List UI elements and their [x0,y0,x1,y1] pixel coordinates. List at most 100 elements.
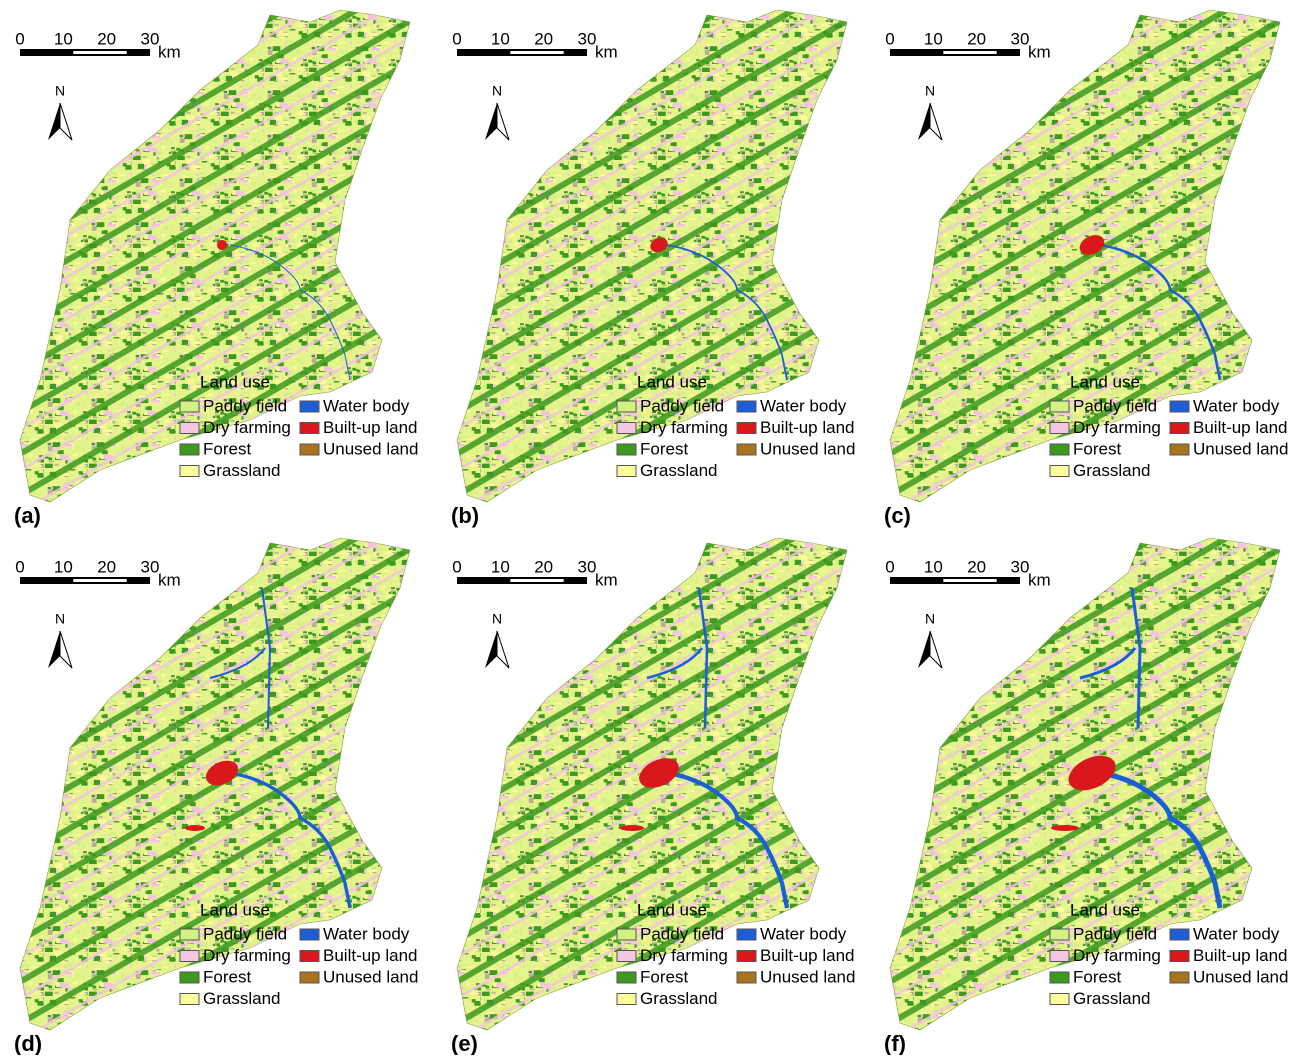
legend-label: Built-up land [760,418,855,437]
north-arrow [918,631,930,668]
map-panel: 0102030kmNLand usePaddy fieldDry farming… [884,538,1288,1055]
legend-swatch [180,994,199,1005]
scale-tick-label: 10 [924,557,943,576]
legend-label: Unused land [760,967,855,986]
legend-label: Forest [1073,439,1121,458]
scale-tick-label: 10 [924,29,943,48]
legend-swatch [300,951,319,962]
scale-tick-label: 30 [141,29,160,48]
legend-label: Forest [1073,967,1121,986]
scale-tick-label: 0 [15,29,24,48]
scale-tick-label: 0 [885,557,894,576]
legend-swatch [180,466,199,477]
legend-label: Water body [1193,924,1280,943]
legend-label: Built-up land [323,418,418,437]
legend-label: Paddy field [203,396,287,415]
legend-swatch [300,444,319,455]
north-arrow [60,631,72,668]
figure: 0102030kmNLand usePaddy fieldDry farming… [0,0,1314,1055]
scale-tick-label: 20 [534,29,553,48]
legend-swatch [300,972,319,983]
panel-label: (c) [884,503,911,528]
legend-swatch [737,423,756,434]
north-arrow [48,103,60,140]
legend-label: Unused land [760,439,855,458]
scale-bar-segment [73,579,126,582]
legend-label: Water body [760,924,847,943]
built-up-area [185,825,205,831]
legend-title: Land use [200,372,270,391]
legend-swatch [737,401,756,412]
scale-tick-label: 0 [15,557,24,576]
legend-swatch [1170,929,1189,940]
north-arrow [930,103,942,140]
legend-swatch [1050,423,1069,434]
legend-label: Grassland [203,461,280,480]
legend-swatch [180,423,199,434]
legend-swatch [737,444,756,455]
scale-unit: km [1028,570,1051,589]
legend-swatch [180,444,199,455]
legend-label: Built-up land [1193,418,1288,437]
scale-tick-label: 20 [967,557,986,576]
scale-tick-label: 10 [491,29,510,48]
legend-swatch [617,466,636,477]
legend-label: Forest [203,967,251,986]
panel-label: (f) [884,1031,906,1055]
scale-unit: km [1028,42,1051,61]
legend-swatch [180,972,199,983]
legend-label: Dry farming [203,418,291,437]
legend-label: Grassland [1073,461,1150,480]
legend-label: Paddy field [1073,924,1157,943]
legend-swatch [1050,994,1069,1005]
scale-tick-label: 30 [1011,557,1030,576]
legend-label: Grassland [640,989,717,1008]
legend-swatch [1050,401,1069,412]
legend-swatch [617,951,636,962]
scale-unit: km [595,570,618,589]
legend-title: Land use [1070,900,1140,919]
legend-label: Unused land [1193,967,1288,986]
scale-tick-label: 30 [1011,29,1030,48]
scale-bar-segment [510,51,563,54]
legend-swatch [617,444,636,455]
legend-swatch [1050,444,1069,455]
scale-unit: km [595,42,618,61]
legend-label: Dry farming [1073,946,1161,965]
north-label: N [492,83,502,99]
north-arrow [497,631,509,668]
legend-swatch [1050,951,1069,962]
legend-label: Dry farming [1073,418,1161,437]
legend-label: Grassland [203,989,280,1008]
north-arrow [497,103,509,140]
legend-swatch [737,929,756,940]
legend-swatch [180,401,199,412]
legend-label: Paddy field [1073,396,1157,415]
north-label: N [55,611,65,627]
panel-label: (d) [14,1031,42,1055]
north-arrow [930,631,942,668]
scale-bar-segment [943,579,996,582]
north-label: N [55,83,65,99]
scale-tick-label: 30 [578,557,597,576]
legend-swatch [1170,444,1189,455]
scale-unit: km [158,42,181,61]
legend-title: Land use [637,372,707,391]
legend-swatch [617,929,636,940]
legend-label: Unused land [323,967,418,986]
legend-title: Land use [1070,372,1140,391]
legend-swatch [1050,972,1069,983]
scale-tick-label: 20 [534,557,553,576]
north-arrow [485,103,497,140]
scale-bar-segment [510,579,563,582]
legend-label: Forest [203,439,251,458]
legend-label: Paddy field [203,924,287,943]
built-up-area [620,825,644,831]
legend-label: Paddy field [640,924,724,943]
scale-tick-label: 0 [885,29,894,48]
scale-tick-label: 20 [97,29,116,48]
scale-tick-label: 0 [452,29,461,48]
legend-swatch [1170,423,1189,434]
